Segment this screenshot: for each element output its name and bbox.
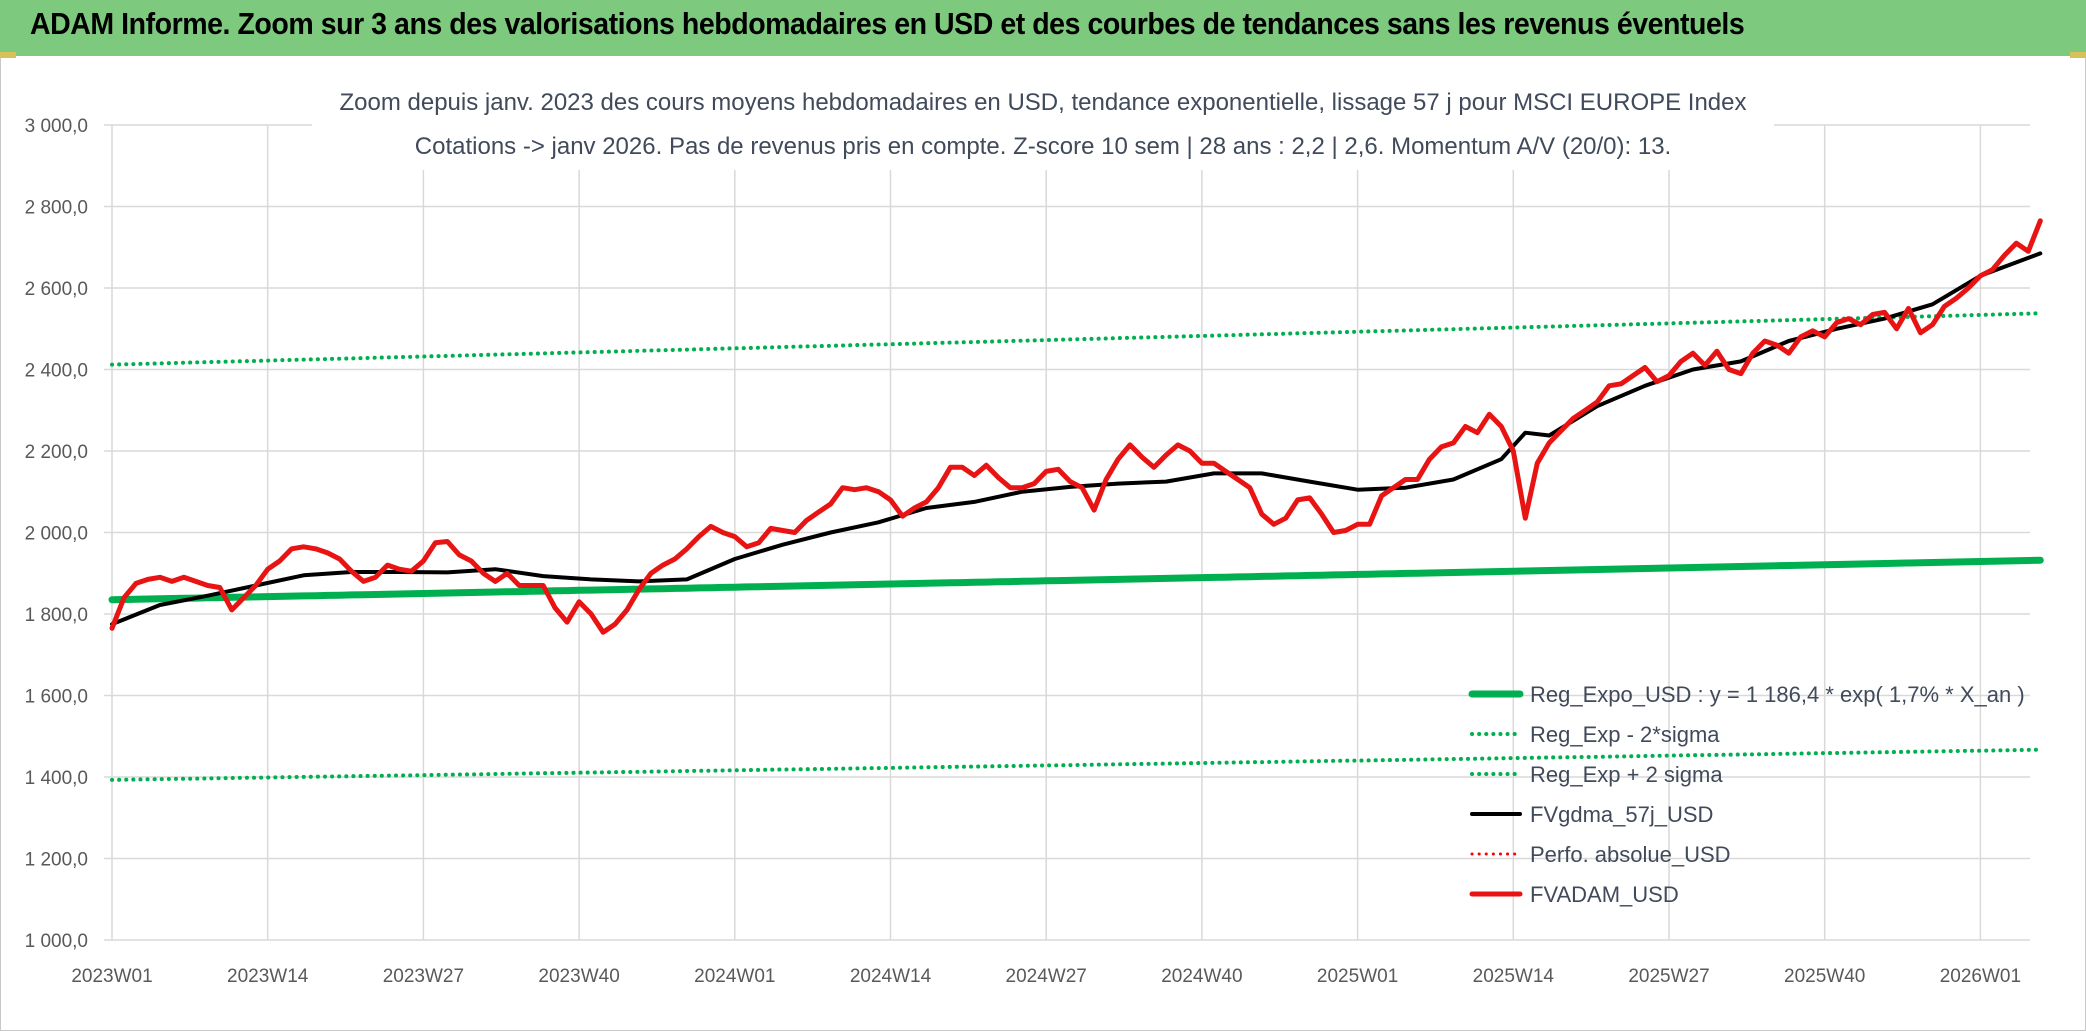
header-band — [0, 0, 2086, 56]
series-reg-expo-usd-y-1-186-4-exp-1-7-x-an — [108, 556, 2044, 604]
legend-label: FVgdma_57j_USD — [1530, 802, 1713, 827]
y-axis-ticks: 1 000,0 1 200,0 1 400,0 1 600,0 1 800,0 2 000… — [25, 116, 88, 952]
x-tick-label: 2025W01 — [1317, 966, 1398, 987]
legend-label: FVADAM_USD — [1530, 882, 1679, 907]
x-tick-label: 2023W14 — [227, 966, 309, 987]
x-tick-label: 2025W40 — [1784, 966, 1865, 987]
y-tick-label: 2 600,0 — [25, 279, 88, 300]
title-background — [312, 84, 1774, 170]
x-tick-label: 2024W27 — [1006, 966, 1087, 987]
y-tick-label: 3 000,0 — [25, 116, 88, 137]
y-tick-label: 1 600,0 — [25, 687, 88, 708]
x-tick-label: 2025W27 — [1628, 966, 1709, 987]
chart-title-line2: Cotations -> janv 2026. Pas de revenus p… — [415, 133, 1671, 160]
x-tick-label: 2024W14 — [850, 966, 932, 987]
y-tick-label: 2 800,0 — [25, 198, 88, 219]
grid-lines — [104, 124, 2030, 941]
x-tick-label: 2023W01 — [71, 966, 152, 987]
x-tick-label: 2025W14 — [1473, 966, 1555, 987]
legend-label: Reg_Exp + 2 sigma — [1530, 762, 1723, 787]
legend-label: Reg_Exp - 2*sigma — [1530, 722, 1720, 747]
legend: Reg_Expo_USD : y = 1 186,4 * exp( 1,7% *… — [1468, 682, 2025, 907]
series-fvadam-usd — [109, 218, 2043, 635]
right-corner-mark — [2070, 52, 2086, 58]
y-tick-label: 1 000,0 — [25, 931, 88, 952]
series-fvgdma-57j-usd — [110, 251, 2043, 627]
chart-title-line1: Zoom depuis janv. 2023 des cours moyens … — [340, 89, 1747, 116]
left-corner-mark — [0, 52, 16, 58]
x-axis-ticks: 2023W01 2023W14 2023W27 2023W40 2024W01 2024W… — [71, 966, 2021, 987]
y-tick-label: 2 000,0 — [25, 524, 88, 545]
x-tick-label: 2024W40 — [1161, 966, 1242, 987]
y-tick-label: 2 400,0 — [25, 361, 88, 382]
y-tick-label: 1 200,0 — [25, 850, 88, 871]
legend-label: Reg_Expo_USD : y = 1 186,4 * exp( 1,7% *… — [1530, 682, 2025, 707]
report-title: ADAM Informe. Zoom sur 3 ans des valoris… — [30, 6, 1745, 41]
y-tick-label: 1 800,0 — [25, 605, 88, 626]
legend-label: Perfo. absolue_USD — [1530, 842, 1731, 867]
y-tick-label: 2 200,0 — [25, 442, 88, 463]
x-tick-label: 2023W40 — [538, 966, 619, 987]
x-tick-label: 2023W27 — [383, 966, 464, 987]
series-reg-exp-2-sigma — [110, 747, 2043, 782]
x-tick-label: 2026W01 — [1940, 966, 2021, 987]
x-tick-label: 2024W01 — [694, 966, 775, 987]
series-reg-exp-2-sigma — [110, 311, 2043, 367]
y-tick-label: 1 400,0 — [25, 768, 88, 789]
plot-series — [108, 218, 2044, 782]
